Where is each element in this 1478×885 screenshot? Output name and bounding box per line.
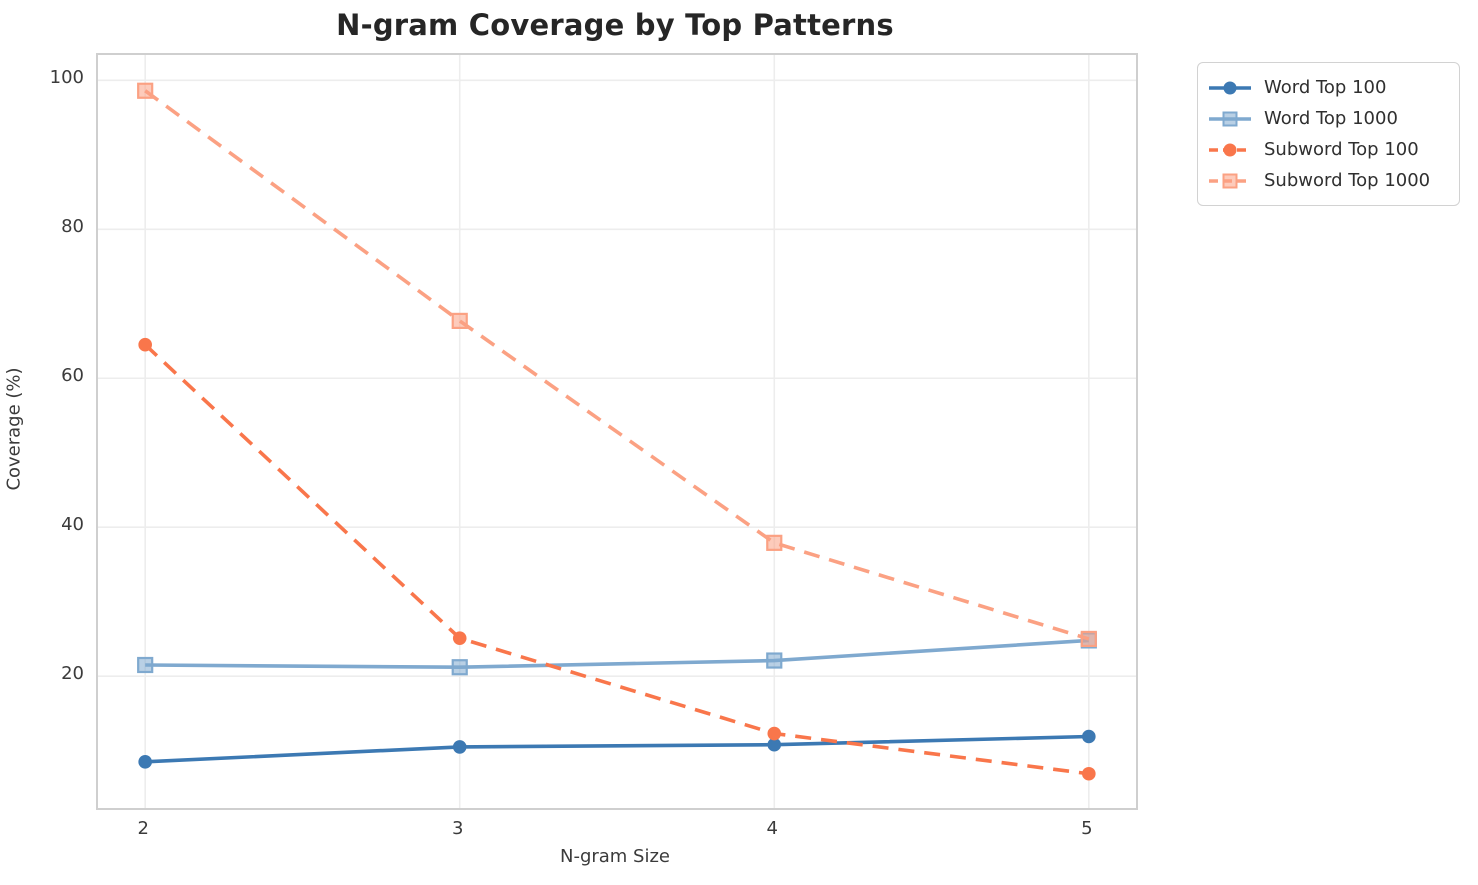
legend-label: Word Top 1000 xyxy=(1264,108,1398,129)
square-marker xyxy=(137,656,154,674)
circle-marker xyxy=(1082,729,1096,744)
legend: Word Top 100 Word Top 1000 Subword Top 100… xyxy=(1197,62,1460,206)
x-tick-label: 3 xyxy=(451,818,464,839)
legend-item-word-top-100: Word Top 100 xyxy=(1208,72,1447,103)
legend-label: Subword Top 100 xyxy=(1264,139,1419,160)
x-tick-label: 5 xyxy=(1081,818,1093,839)
square-marker xyxy=(451,659,468,676)
y-tick-label: 40 xyxy=(61,514,84,536)
circle-marker xyxy=(767,726,782,741)
plot-canvas xyxy=(98,55,1136,808)
y-tick-label: 80 xyxy=(61,216,84,238)
legend-item-subword-top-1000: Subword Top 1000 xyxy=(1208,165,1447,196)
legend-swatch-circle xyxy=(1209,81,1251,94)
series-line-word-top-1000 xyxy=(145,638,1089,670)
x-tick-label: 2 xyxy=(137,818,149,839)
square-marker xyxy=(137,82,154,99)
x-tick-label: 4 xyxy=(766,818,778,839)
y-tick-label: 100 xyxy=(49,67,84,89)
chart-title: N-gram Coverage by Top Patterns xyxy=(336,8,894,42)
legend-item-word-top-1000: Word Top 1000 xyxy=(1208,103,1447,134)
circle-marker xyxy=(452,740,467,754)
series-line-word-top-100 xyxy=(145,734,1089,764)
square-marker xyxy=(1080,630,1097,648)
circle-marker xyxy=(138,755,152,769)
series-line-subword-top-1000 xyxy=(144,89,1090,641)
circle-marker xyxy=(452,631,467,645)
plot-area xyxy=(96,53,1138,810)
square-marker xyxy=(766,652,783,669)
circle-marker xyxy=(767,737,782,752)
legend-swatch-circle xyxy=(1209,143,1251,156)
circle-marker xyxy=(1082,766,1096,781)
legend-label: Word Top 100 xyxy=(1264,77,1387,98)
legend-item-subword-top-100: Subword Top 100 xyxy=(1208,134,1447,165)
x-axis-label: N-gram Size xyxy=(559,846,671,867)
legend-swatch-square xyxy=(1209,111,1251,126)
legend-label: Subword Top 1000 xyxy=(1264,170,1431,191)
series-line-subword-top-100 xyxy=(143,343,1090,776)
legend-swatch-square xyxy=(1209,173,1251,188)
square-marker xyxy=(766,534,783,551)
y-tick-label: 60 xyxy=(61,365,84,387)
circle-marker xyxy=(138,337,152,352)
square-marker xyxy=(451,312,468,329)
y-tick-label: 20 xyxy=(61,663,84,685)
